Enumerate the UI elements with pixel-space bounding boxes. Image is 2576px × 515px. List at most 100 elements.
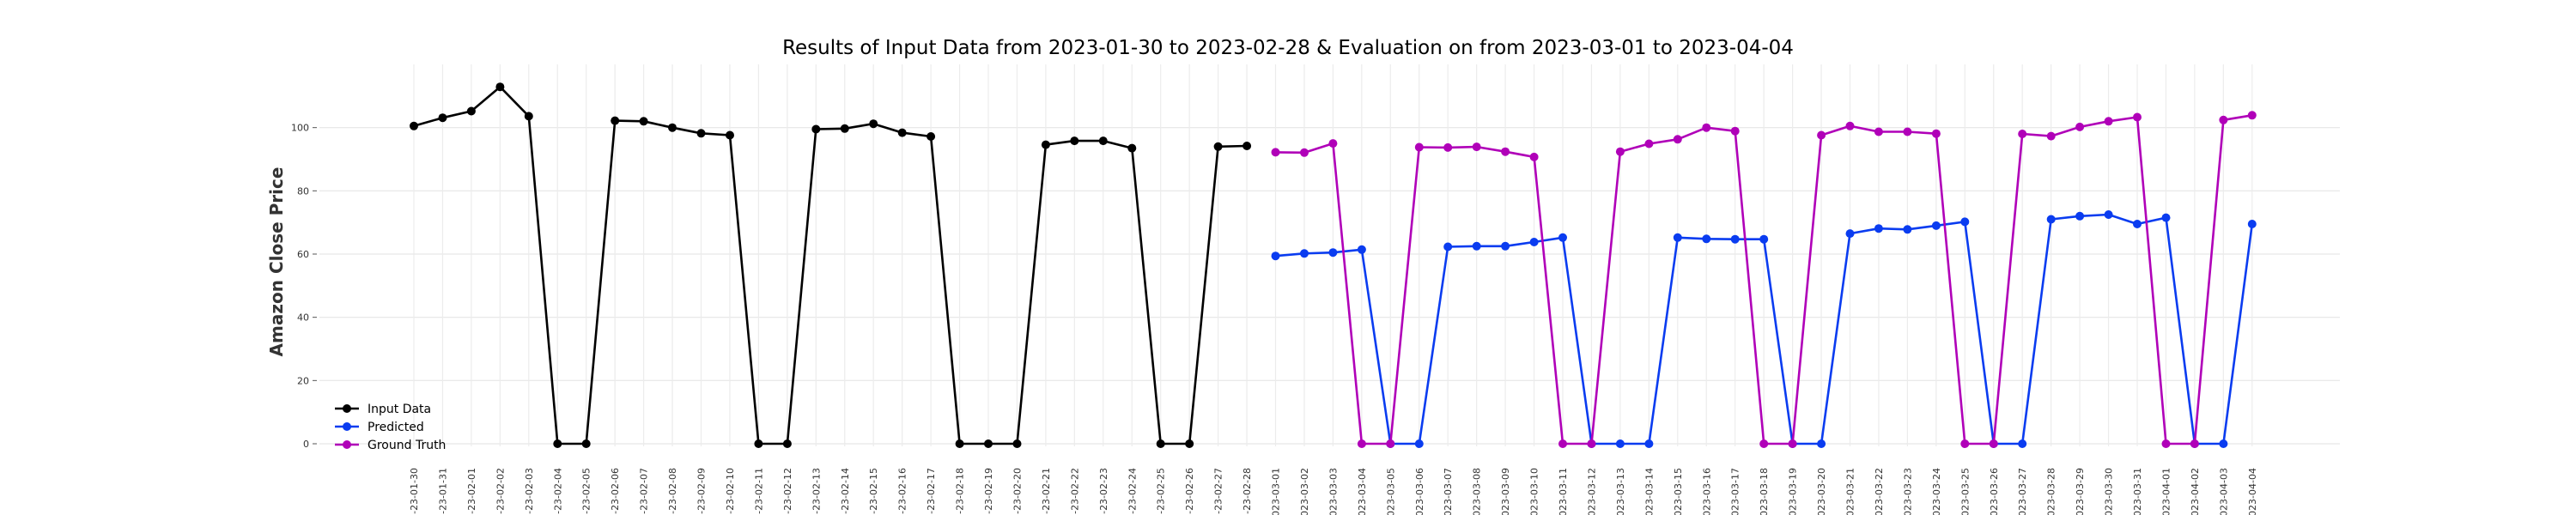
data-point <box>639 117 648 126</box>
data-point <box>1529 238 1539 246</box>
legend-marker <box>343 404 351 413</box>
data-point <box>754 439 763 448</box>
data-point <box>1041 140 1050 149</box>
data-point <box>2046 131 2056 141</box>
data-point <box>2075 211 2085 221</box>
data-point <box>1070 136 1079 146</box>
data-point <box>984 439 993 448</box>
x-tick-label: 2023-03-04 <box>1357 468 1368 515</box>
x-tick-label: -23-02-05 <box>581 468 592 514</box>
data-point <box>2219 439 2228 448</box>
data-point <box>1357 245 1366 254</box>
data-point <box>410 121 418 130</box>
data-point <box>668 123 677 132</box>
data-point <box>553 439 562 448</box>
chart-title: Results of Input Data from 2023-01-30 to… <box>782 37 1794 59</box>
data-point <box>2018 439 2027 448</box>
x-tick-label: 2023-03-31 <box>2132 468 2143 515</box>
data-point <box>1328 139 1338 148</box>
data-point <box>1185 439 1194 448</box>
data-point <box>1817 130 1826 140</box>
data-point <box>811 124 821 134</box>
data-point <box>1960 217 1970 227</box>
data-point <box>1127 143 1137 153</box>
x-tick-label: 2023-03-01 <box>1271 468 1282 515</box>
x-tick-label: -23-01-31 <box>437 468 448 514</box>
data-point <box>1558 233 1567 242</box>
data-point <box>2161 439 2171 448</box>
data-point <box>869 119 878 129</box>
data-point <box>1558 439 1567 448</box>
x-tick-label: -23-02-17 <box>926 468 937 514</box>
data-point <box>1443 142 1453 152</box>
x-tick-label: 2023-03-30 <box>2104 468 2115 515</box>
data-point <box>1903 225 1912 234</box>
x-tick-label: -23-02-26 <box>1184 468 1195 514</box>
x-tick-label: -23-02-21 <box>1041 468 1052 514</box>
data-point <box>2104 117 2113 126</box>
data-point <box>955 439 964 448</box>
data-point <box>1472 241 1481 251</box>
data-point <box>2075 122 2085 131</box>
data-point <box>2133 220 2142 228</box>
data-point <box>466 106 476 116</box>
x-tick-label: -23-02-19 <box>983 468 994 514</box>
data-point <box>1874 224 1883 233</box>
x-tick-label: -23-02-01 <box>466 468 477 514</box>
x-tick-label: 2023-03-20 <box>1816 468 1827 515</box>
y-tick-label: 40 <box>297 312 309 324</box>
x-tick-label: 2023-03-14 <box>1643 468 1655 515</box>
data-point <box>2104 210 2113 219</box>
data-point <box>2190 439 2199 448</box>
legend-label: Input Data <box>368 403 431 416</box>
series-input-data <box>410 82 1252 448</box>
x-tick-label: 2023-03-17 <box>1730 468 1741 515</box>
x-tick-label: 2023-04-01 <box>2160 468 2172 515</box>
x-tick-label: 2023-03-16 <box>1701 468 1712 515</box>
data-point <box>897 128 907 137</box>
data-point <box>1615 439 1625 448</box>
data-point <box>2247 111 2257 120</box>
data-point <box>1989 439 1998 448</box>
data-point <box>1931 129 1941 138</box>
data-point <box>1788 439 1797 448</box>
y-tick-label: 100 <box>291 123 309 134</box>
data-point <box>495 82 505 92</box>
data-point <box>1644 139 1654 148</box>
data-point <box>1414 142 1424 152</box>
data-point <box>1702 234 1711 244</box>
x-tick-label: 2023-03-21 <box>1845 468 1856 515</box>
x-tick-label: 2023-03-09 <box>1500 468 1511 515</box>
data-point <box>1730 234 1740 244</box>
data-point <box>1730 126 1740 136</box>
x-tick-label: -23-02-12 <box>782 468 793 514</box>
x-tick-label: -23-02-16 <box>897 468 908 514</box>
data-point <box>1443 242 1453 251</box>
data-point <box>1529 152 1539 161</box>
data-point <box>1098 136 1108 146</box>
data-point <box>2018 130 2027 138</box>
x-tick-label: 2023-03-10 <box>1529 468 1540 515</box>
x-tick-label: 2023-04-04 <box>2247 468 2258 515</box>
x-tick-label: 2023-03-06 <box>1414 468 1425 515</box>
data-point <box>1472 142 1481 152</box>
x-tick-label: 2023-03-12 <box>1586 468 1597 515</box>
data-point <box>1644 439 1654 448</box>
x-tick-label: -23-02-22 <box>1069 468 1080 514</box>
y-tick-label: 20 <box>297 375 309 386</box>
x-tick-label: -23-02-04 <box>552 468 563 514</box>
data-point <box>2247 220 2257 228</box>
data-point <box>840 124 849 133</box>
legend-marker <box>343 440 351 449</box>
data-point <box>1960 439 1970 448</box>
data-point <box>1300 249 1309 258</box>
data-point <box>1903 127 1912 136</box>
x-tick-label: -23-02-14 <box>840 468 851 514</box>
data-point <box>1386 439 1395 448</box>
data-point <box>1357 439 1366 448</box>
x-tick-label: 2023-03-08 <box>1472 468 1483 515</box>
data-point <box>1328 248 1338 258</box>
x-tick-label: -23-02-24 <box>1127 468 1138 514</box>
data-point <box>1271 251 1280 261</box>
data-point <box>438 113 447 123</box>
